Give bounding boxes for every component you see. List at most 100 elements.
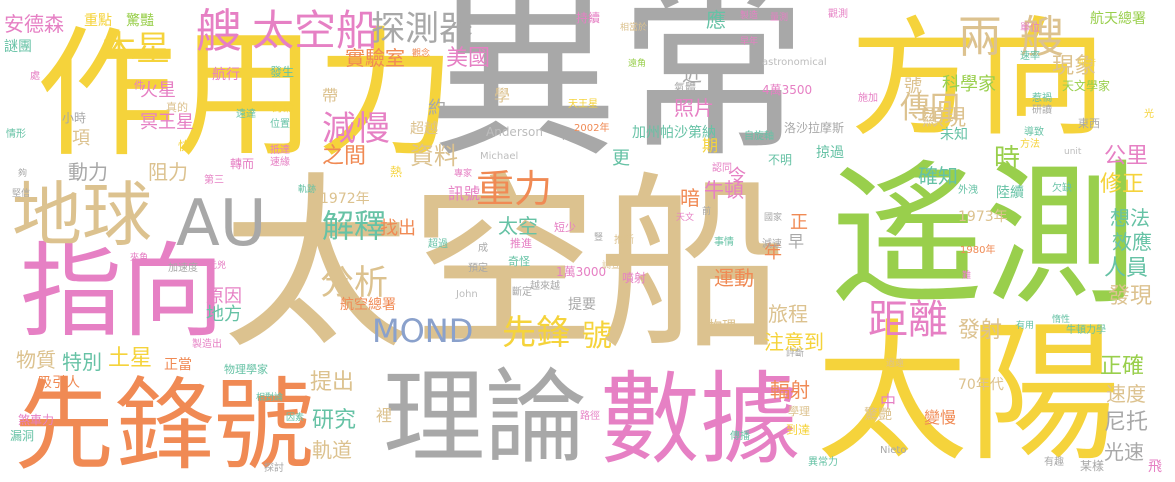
word-qingxing: 情形	[6, 129, 26, 140]
word-chuanhui: 傳回	[900, 91, 960, 126]
word-taikongchuan-small: 太空船	[252, 6, 379, 55]
word-suyuan: 速緣	[270, 157, 290, 168]
word-qiguai: 奇怪	[508, 255, 530, 268]
word-xianfeng: 先鋒	[502, 313, 570, 353]
word-shi: 時	[994, 144, 1021, 174]
word-1972: 1972年	[320, 191, 370, 207]
word-yichangli: 異常力	[808, 457, 838, 468]
word-13000: 1萬3000	[556, 265, 607, 279]
word-dongli: 動力	[68, 160, 108, 184]
word-bianman: 變慢	[924, 408, 957, 427]
word-tuijin: 推進	[510, 237, 532, 250]
word-taiyang: 太陽	[816, 305, 1120, 482]
word-jingyan2: 驚艷	[864, 407, 892, 423]
word-zaonian: 早年	[740, 37, 759, 47]
word-huoxing: 火星	[140, 80, 176, 101]
word-yichang: 異常	[428, 0, 809, 183]
word-hangtianzongshu: 航天總署	[1090, 11, 1146, 27]
word-xue: 學	[494, 86, 511, 105]
word-weizhi: 未知	[940, 127, 968, 143]
word-penshe: 噴射	[622, 271, 647, 285]
word-zhizaochu: 製造出	[192, 339, 222, 350]
word-re: 熱	[390, 165, 403, 179]
word-shacheli: 煞車力	[18, 413, 55, 427]
word-liangce: 量測	[770, 13, 789, 23]
word-gou: 夠	[18, 169, 28, 179]
word-gongli: 公里	[1104, 144, 1149, 169]
word-tichu: 提出	[310, 370, 355, 395]
word-fushe: 輻射	[770, 378, 810, 402]
word-loudong: 漏洞	[10, 429, 35, 443]
word-faxian: 發現	[1108, 284, 1153, 309]
word-an: 暗	[680, 186, 700, 210]
word-disan: 第三	[204, 175, 224, 186]
word-lvcheng: 旅程	[768, 302, 808, 326]
word-zuli: 阻力	[148, 160, 188, 184]
word-nieto: Nieto	[880, 445, 907, 456]
word-geng: 更	[612, 148, 630, 169]
word-jin: 近	[682, 62, 702, 86]
word-guannian: 觀念	[412, 49, 431, 59]
word-xiangdangyu: 相當於	[620, 23, 648, 33]
word-zhengque: 正確	[1100, 354, 1145, 379]
word-xiaoying: 效應	[1112, 230, 1152, 254]
word-michael: Michael	[480, 151, 519, 162]
word-li: 裡	[376, 406, 393, 425]
word-yuding: 預定	[468, 263, 488, 274]
word-jingyan: 驚豔	[126, 13, 154, 29]
word-jianman: 減慢	[322, 109, 390, 149]
word-shuju: 數據	[600, 361, 800, 478]
word-fangxiang: 方向	[850, 5, 1107, 154]
word-dida: 抵達	[270, 145, 290, 156]
word-wuli: 物理	[708, 319, 736, 335]
word-zhaochu: 找出	[380, 218, 416, 239]
word-tanceqi: 探測器	[371, 9, 473, 49]
word-dongxi: 東西	[1078, 117, 1100, 130]
word-wuzhi: 物質	[16, 348, 56, 372]
word-qian: 前	[702, 207, 712, 217]
word-hao-mid: 號	[582, 319, 612, 354]
word-qiti: 氣體	[674, 81, 696, 94]
word-43500: 4萬3500	[762, 83, 813, 97]
word-yue: 約	[428, 98, 446, 119]
word-rentong: 認同	[712, 163, 732, 174]
word-cheng: 成	[478, 243, 488, 254]
word-fasheng: 發生	[270, 65, 295, 79]
word-jiazhou: 加州帕沙第納	[632, 125, 716, 141]
word-nian: 年	[764, 242, 782, 263]
word-tebie: 特別	[62, 350, 102, 374]
word-fashe: 發射	[958, 318, 1003, 343]
word-zhongdian: 重點	[84, 13, 112, 29]
word-sou: 艘	[196, 4, 242, 58]
word-tianwangxing: 天王星	[568, 99, 598, 110]
word-anderson: Anderson	[486, 125, 543, 139]
word-difang: 地方	[206, 304, 242, 325]
word-juli: 距離	[868, 297, 948, 343]
word-yuanjiao: 遠角	[628, 59, 647, 69]
word-diqiu: 地球	[12, 174, 152, 256]
word-xianxian: 顯現	[922, 106, 967, 131]
word-lueguo: 掠過	[816, 145, 844, 161]
word-fenxi: 分析	[320, 263, 388, 303]
word-zhixiang: 指向	[20, 233, 224, 352]
word-luoshala: 洛沙拉摩斯	[784, 121, 845, 135]
word-kuai: 快	[178, 139, 191, 153]
word-qianque: 欠缺	[1052, 183, 1072, 194]
word-zao: 早	[788, 232, 805, 251]
word-john: John	[456, 289, 478, 300]
word-zheng: 正	[790, 212, 808, 233]
word-lilun: 理論	[383, 359, 587, 478]
word-tiyao: 提要	[568, 297, 596, 313]
word-mond: MOND	[372, 312, 474, 350]
word-guoyuan: 過遠	[886, 359, 905, 369]
word-ziliao: 資料	[410, 142, 458, 170]
word-shiyanshi: 實驗室	[345, 46, 405, 70]
word-chaoguo: 超過	[428, 239, 448, 250]
word-nan: 難	[962, 271, 972, 281]
word-sudu: 速度	[1106, 382, 1146, 406]
word-yuanxiong: 元兇	[208, 261, 227, 271]
word-jiajiao: 夾角	[130, 253, 149, 263]
word-tuxing: 土星	[108, 346, 153, 371]
word-liangsou: 兩艘	[958, 12, 1082, 63]
